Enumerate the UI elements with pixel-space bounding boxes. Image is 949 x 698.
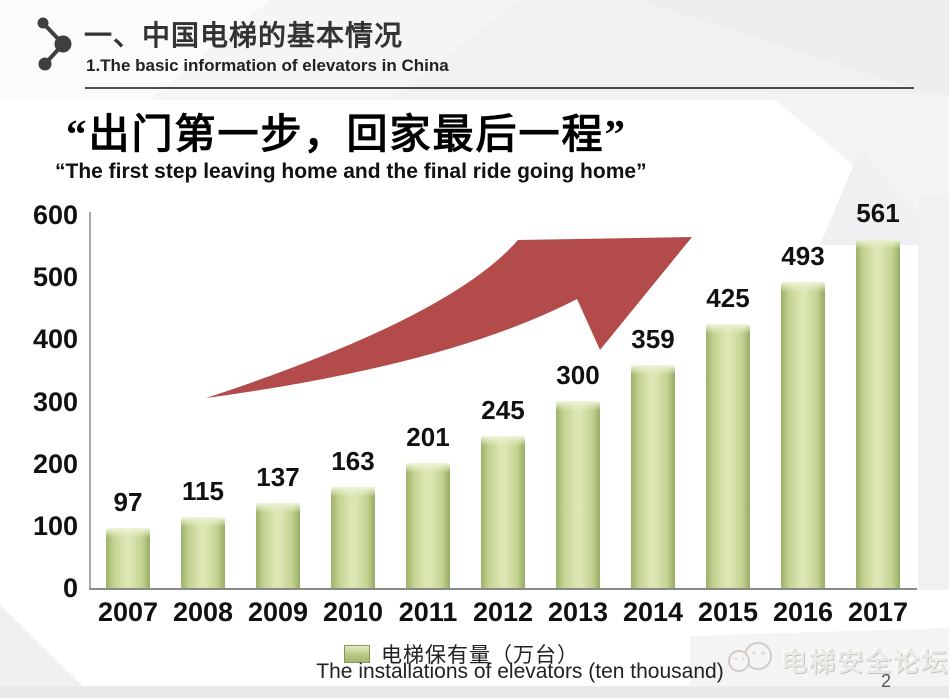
page-title: 一、中国电梯的基本情况 [84,20,404,51]
watermark-logo-icon [728,642,772,672]
bar-top-highlight [631,365,675,375]
x-axis-label: 2017 [847,597,909,627]
bar-2012 [481,436,525,588]
bar-2017 [856,239,900,588]
y-axis-tick-label: 600 [32,200,78,230]
bar-2007 [106,528,150,588]
x-axis-label: 2009 [247,597,309,627]
y-axis-tick-label: 0 [62,573,78,603]
chart-legend: 电梯保有量（万台） [344,639,579,669]
page-number: 2 [880,671,891,691]
bar-top-highlight [856,239,900,249]
x-axis-label: 2016 [772,597,834,627]
page-subtitle: 1.The basic information of elevators in … [86,56,449,75]
bar-top-highlight [706,324,750,334]
x-axis-label: 2012 [472,597,534,627]
bar-top-highlight [781,282,825,292]
x-axis-line [89,588,917,590]
bar-top-highlight [481,436,525,446]
quote-chinese: “出门第一步，回家最后一程” [66,111,627,157]
bar-value-label: 359 [631,324,675,354]
bar-value-label: 115 [182,476,224,506]
x-axis-label: 2014 [622,597,684,627]
x-axis-label: 2010 [322,597,384,627]
y-axis-tick-label: 300 [32,386,78,417]
x-axis-label: 2007 [97,597,159,627]
bar-2015 [706,324,750,588]
bar-value-label: 201 [406,422,450,452]
branch-icon [37,17,72,71]
y-axis-tick-label: 400 [32,324,78,355]
bar-2011 [406,463,450,588]
bar-top-highlight [106,528,150,538]
x-axis-label: 2011 [398,597,458,627]
x-axis-label: 2008 [172,597,234,627]
bar-top-highlight [556,401,600,411]
bar-2014 [631,365,675,588]
bar-2013 [556,401,600,588]
y-axis-tick-label: 500 [32,262,78,293]
y-axis-tick-label: 200 [32,448,78,479]
bar-value-label: 493 [781,241,825,271]
bar-top-highlight [331,487,375,497]
bar-top-highlight [256,503,300,513]
y-axis-line [89,212,91,589]
bar-value-label: 561 [856,198,900,228]
bar-top-highlight [406,463,450,473]
bar-top-highlight [181,517,225,527]
bar-2016 [781,282,825,588]
bar-value-label: 245 [481,395,525,425]
watermark-text: 电梯安全论坛 [781,647,949,677]
bar-2009 [256,503,300,588]
bar-value-label: 137 [256,462,300,492]
bar-value-label: 97 [113,487,143,517]
x-axis-label: 2015 [697,597,759,627]
bar-2008 [181,517,225,588]
bar-value-label: 163 [331,446,375,476]
legend-label: 电梯保有量（万台） [381,644,579,667]
header-divider [85,87,914,89]
y-axis-tick-label: 100 [32,510,78,541]
x-axis-label: 2013 [547,597,609,627]
bar-2010 [331,487,375,588]
quote-english: “The first step leaving home and the fin… [55,160,647,183]
bar-value-label: 300 [556,360,600,390]
chart-caption: The installations of elevators (ten thou… [316,660,724,683]
bar-value-label: 425 [706,283,750,313]
legend-swatch-icon [344,645,370,663]
